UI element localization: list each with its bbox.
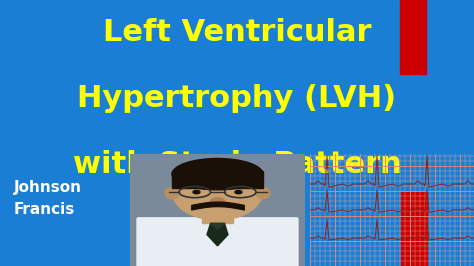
Ellipse shape xyxy=(210,198,225,204)
Bar xyxy=(172,171,263,188)
FancyBboxPatch shape xyxy=(137,218,298,266)
Text: Hypertrophy (LVH): Hypertrophy (LVH) xyxy=(77,84,397,113)
Ellipse shape xyxy=(235,190,242,194)
Ellipse shape xyxy=(172,162,263,220)
Ellipse shape xyxy=(193,190,200,194)
Ellipse shape xyxy=(165,188,179,199)
Bar xyxy=(401,192,427,266)
Text: Johnson: Johnson xyxy=(14,180,82,195)
Ellipse shape xyxy=(172,159,263,190)
Ellipse shape xyxy=(256,188,270,199)
Polygon shape xyxy=(207,223,228,246)
Bar xyxy=(202,207,233,223)
Polygon shape xyxy=(210,223,225,229)
Text: with Strain Pattern: with Strain Pattern xyxy=(73,150,401,179)
Text: Left Ventricular: Left Ventricular xyxy=(103,18,371,47)
Text: Francis: Francis xyxy=(14,202,75,217)
Bar xyxy=(400,0,426,74)
